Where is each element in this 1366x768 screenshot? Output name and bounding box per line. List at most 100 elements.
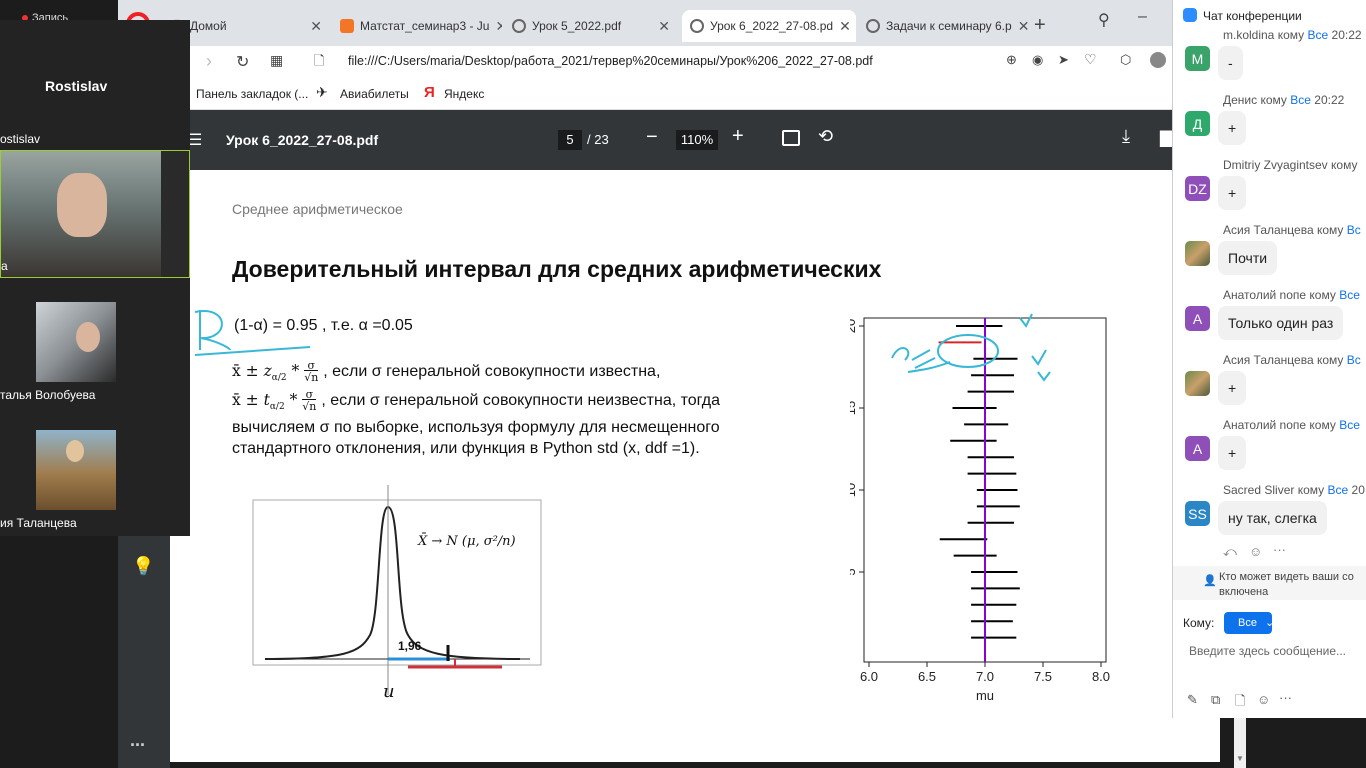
page-number-input[interactable]: 5 bbox=[558, 130, 582, 150]
zoom-input[interactable]: 110% bbox=[676, 130, 718, 150]
sender-name: Денис кому bbox=[1223, 93, 1287, 107]
tab-tasks[interactable]: Задачи к семинару 6.р ✕ bbox=[858, 10, 1032, 42]
video-tile-2[interactable] bbox=[36, 302, 116, 382]
recipient-select[interactable]: Все ⌄ bbox=[1224, 612, 1274, 634]
to-label: Кому: bbox=[1183, 616, 1215, 630]
globe-icon bbox=[512, 19, 526, 33]
tab-label: Домой bbox=[190, 19, 227, 33]
forward-icon[interactable]: › bbox=[206, 51, 212, 71]
message-text: Только один раз bbox=[1228, 315, 1334, 331]
t-symbol: t bbox=[263, 391, 270, 409]
sender-name: Dmitriy Zvyagintsev кому bbox=[1223, 158, 1358, 172]
page-total: / 23 bbox=[587, 132, 609, 147]
avatar-initials: A bbox=[1192, 310, 1203, 327]
message-text: - bbox=[1228, 55, 1233, 71]
message-time: 20 bbox=[1351, 483, 1365, 497]
close-icon[interactable]: ✕ bbox=[1017, 17, 1030, 34]
avatar bbox=[1185, 241, 1210, 266]
sender-name: Асия Таланцева кому bbox=[1223, 223, 1344, 237]
message-header: Асия Таланцева кому Вс bbox=[1223, 223, 1361, 237]
emoji-react-icon[interactable]: ☺ bbox=[1249, 544, 1263, 559]
bookmark-yandex[interactable]: Яндекс bbox=[444, 87, 485, 101]
menu-icon[interactable]: ☰ bbox=[188, 132, 203, 149]
avatar: SS bbox=[1185, 501, 1210, 526]
handwritten-mark bbox=[194, 310, 231, 351]
message-header: Анатолий nопе кому Все bbox=[1223, 418, 1360, 432]
more-options-icon[interactable]: ··· bbox=[1273, 542, 1286, 557]
globe-icon bbox=[866, 19, 880, 33]
plane-icon: ✈ bbox=[316, 84, 328, 100]
more-icon[interactable]: ... bbox=[130, 730, 146, 750]
message-header: Dmitriy Zvyagintsev кому bbox=[1223, 158, 1357, 172]
yandex-icon: Я bbox=[424, 84, 435, 101]
favorite-icon[interactable]: ♡ bbox=[1084, 51, 1097, 67]
avatar bbox=[1185, 371, 1210, 396]
close-icon[interactable]: ✕ bbox=[839, 17, 851, 34]
multiply-symbol: * bbox=[289, 391, 298, 409]
zoom-in-button[interactable]: + bbox=[732, 125, 744, 147]
rotate-icon[interactable]: ⟲ bbox=[818, 126, 834, 146]
recipient: Все bbox=[1339, 418, 1360, 432]
profile-icon[interactable] bbox=[1150, 52, 1166, 68]
tile-label-4: ия Таланцева bbox=[0, 516, 77, 530]
close-icon[interactable]: ✕ bbox=[495, 17, 502, 34]
sender-name: m.koldina кому bbox=[1223, 28, 1305, 42]
avatar-initials: Д bbox=[1192, 115, 1203, 132]
message-text: + bbox=[1228, 445, 1237, 461]
message-input[interactable]: Введите здесь сообщение... bbox=[1189, 644, 1347, 658]
message-bubble: Только один раз bbox=[1218, 306, 1344, 340]
video-tile-3[interactable] bbox=[36, 430, 116, 510]
tab-lesson5[interactable]: Урок 5_2022.pdf ✕ bbox=[504, 10, 678, 42]
message-bubble: ну так, слегка bbox=[1218, 501, 1327, 535]
share-icon[interactable]: ➤ bbox=[1058, 52, 1069, 67]
jupyter-icon bbox=[340, 19, 354, 33]
close-icon[interactable]: ✕ bbox=[658, 17, 670, 34]
scroll-down-icon[interactable]: ▼ bbox=[1236, 754, 1244, 763]
print-icon[interactable]: ▇ bbox=[1160, 130, 1173, 147]
format-icon[interactable]: ✎ bbox=[1187, 692, 1198, 707]
normal-curve-figure: 1,96 X̄ → N (μ, σ²/n) u bbox=[252, 485, 542, 702]
fit-page-icon[interactable] bbox=[782, 130, 800, 146]
extensions-icon[interactable]: ⬡ bbox=[1120, 52, 1132, 67]
tab-lesson6[interactable]: Урок 6_2022_27-08.pd ✕ bbox=[682, 10, 856, 42]
reload-icon[interactable]: ↻ bbox=[236, 54, 250, 71]
grid-icon[interactable]: ▦ bbox=[270, 52, 284, 68]
bookmark-panel[interactable]: Панель закладок (... bbox=[196, 87, 309, 101]
more-icon[interactable]: ··· bbox=[1279, 690, 1292, 705]
message-header: Денис кому Все 20:22 bbox=[1223, 93, 1344, 107]
message-bubble: Почти bbox=[1218, 241, 1278, 275]
address-input[interactable]: file:///C:/Users/maria/Desktop/работа_20… bbox=[348, 54, 873, 68]
video-panel: Rostislav ostislav а талья Волобуева ия … bbox=[0, 20, 190, 536]
lightbulb-icon[interactable]: 💡 bbox=[132, 556, 155, 576]
message-time: 20:22 bbox=[1314, 93, 1345, 107]
screenshot-icon[interactable]: ◉ bbox=[1032, 52, 1044, 67]
tab-jupyter[interactable]: Матстат_семинар3 - Ju ✕ bbox=[332, 10, 502, 42]
recipient: Вс bbox=[1346, 353, 1361, 367]
x-tick-label: 7.5 bbox=[1034, 669, 1052, 684]
reply-icon[interactable]: ⤺ bbox=[1223, 544, 1237, 559]
formula-known-sigma: x̄ ± zα/2 * σ √n , если σ генеральной сов… bbox=[232, 360, 660, 384]
formula-unknown-sigma: x̄ ± tα/2 * σ √n , если σ генеральной сов… bbox=[232, 389, 720, 413]
tab-label: Урок 6_2022_27-08.pd bbox=[710, 19, 834, 33]
x-tick-label: 6.0 bbox=[860, 669, 878, 684]
sender-name: Асия Таланцева кому bbox=[1223, 353, 1344, 367]
tab-label: Урок 5_2022.pdf bbox=[532, 19, 622, 33]
xbar-symbol: x̄ ± bbox=[232, 362, 259, 380]
file-icon[interactable]: 🗋 bbox=[1235, 693, 1246, 708]
minimize-icon[interactable]: – bbox=[1138, 8, 1147, 25]
close-icon[interactable]: ✕ bbox=[310, 17, 322, 34]
std-explanation-1: вычисляем σ по выборке, используя формул… bbox=[232, 419, 720, 436]
value-196-label: 1,96 bbox=[398, 639, 422, 653]
video-tile-active[interactable]: а bbox=[0, 150, 190, 278]
bookmark-flights[interactable]: Авиабилеты bbox=[340, 87, 409, 101]
new-tab-icon[interactable]: + bbox=[1034, 14, 1046, 36]
address-bar-row: › ↻ ▦ 🗋 file:///C:/Users/maria/Desktop/р… bbox=[118, 46, 1172, 78]
sqrt-n-symbol: √n bbox=[302, 399, 317, 413]
zoom-out-button[interactable]: − bbox=[646, 126, 658, 148]
search-icon[interactable]: ⚲ bbox=[1098, 12, 1110, 29]
screenshot-icon[interactable]: ⧉ bbox=[1211, 692, 1221, 707]
emoji-icon[interactable]: ☺ bbox=[1257, 692, 1271, 707]
zoom-icon[interactable]: ⊕ bbox=[1006, 52, 1017, 67]
download-icon[interactable]: ⤓ bbox=[1122, 126, 1130, 146]
x-axis-label: mu bbox=[976, 688, 994, 703]
